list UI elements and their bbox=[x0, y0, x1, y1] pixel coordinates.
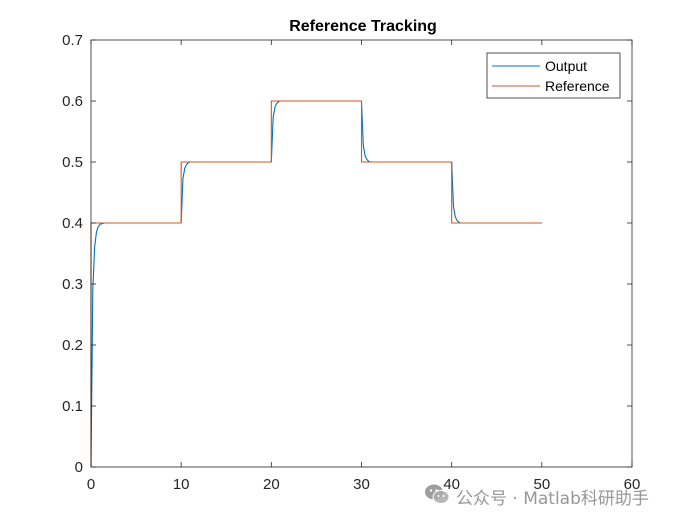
y-tick-label: 0.4 bbox=[62, 215, 83, 232]
legend: Output Reference bbox=[486, 52, 621, 99]
legend-box bbox=[486, 52, 621, 99]
y-tick-label: 0.7 bbox=[62, 32, 83, 49]
legend-label-output: Output bbox=[545, 58, 587, 74]
legend-label-reference: Reference bbox=[545, 78, 610, 94]
x-tick-label: 40 bbox=[443, 476, 460, 493]
series-layer bbox=[90, 100, 542, 468]
y-tick-label: 0.3 bbox=[62, 276, 83, 293]
y-tick-label: 0.5 bbox=[62, 154, 83, 171]
watermark-text: 公众号 · Matlab科研助手 bbox=[456, 488, 649, 509]
y-tick-label: 0 bbox=[75, 459, 83, 476]
x-tick-label: 30 bbox=[353, 476, 370, 493]
series-line-reference bbox=[90, 100, 542, 467]
axes: 0 10 20 30 40 50 60 0 0.1 0.2 0.3 0.4 0.5 0.6 0.7 bbox=[62, 32, 640, 493]
x-tick-label: 0 bbox=[87, 476, 95, 493]
y-tick-label: 0.2 bbox=[62, 337, 83, 354]
x-tick-label: 50 bbox=[533, 476, 550, 493]
wechat-icon bbox=[424, 483, 450, 510]
y-tick-label: 0.6 bbox=[62, 93, 83, 110]
x-tick-label: 60 bbox=[624, 476, 641, 493]
chart-title: Reference Tracking bbox=[289, 18, 437, 35]
x-tick-label: 10 bbox=[173, 476, 190, 493]
watermark: 公众号 · Matlab科研助手 bbox=[424, 483, 649, 509]
y-tick-label: 0.1 bbox=[62, 398, 83, 415]
x-tick-label: 20 bbox=[263, 476, 280, 493]
